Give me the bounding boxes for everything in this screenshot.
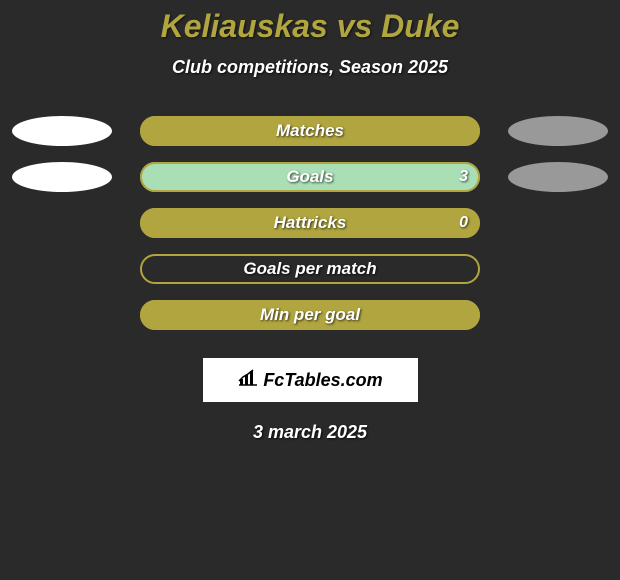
stat-row: Matches [2, 116, 618, 146]
stat-row: Goals 3 [2, 162, 618, 192]
stat-label: Hattricks [274, 213, 347, 233]
stat-label: Matches [276, 121, 344, 141]
stat-row: Min per goal [2, 300, 618, 330]
stat-label: Goals per match [243, 259, 376, 279]
logo-text: FcTables.com [263, 370, 382, 391]
stat-label: Goals [286, 167, 333, 187]
comparison-card: Keliauskas vs Duke Club competitions, Se… [0, 0, 620, 580]
bar-chart-icon [237, 369, 259, 392]
stat-bar: Min per goal [140, 300, 480, 330]
stat-label: Min per goal [260, 305, 360, 325]
page-subtitle: Club competitions, Season 2025 [172, 57, 448, 78]
player-right-marker [508, 162, 608, 192]
site-logo[interactable]: FcTables.com [203, 358, 418, 402]
date-label: 3 march 2025 [253, 422, 367, 443]
page-title: Keliauskas vs Duke [161, 8, 460, 45]
stat-bar: Goals 3 [140, 162, 480, 192]
stat-row: Hattricks 0 [2, 208, 618, 238]
player-left-marker [12, 162, 112, 192]
player-left-marker [12, 116, 112, 146]
stat-value-right: 0 [459, 214, 468, 232]
stat-bar: Goals per match [140, 254, 480, 284]
stats-rows: Matches Goals 3 Hattricks 0 Goals per match Mi… [2, 116, 618, 346]
player-right-marker [508, 116, 608, 146]
stat-bar: Matches [140, 116, 480, 146]
stat-bar: Hattricks 0 [140, 208, 480, 238]
stat-value-right: 3 [459, 168, 468, 186]
stat-row: Goals per match [2, 254, 618, 284]
